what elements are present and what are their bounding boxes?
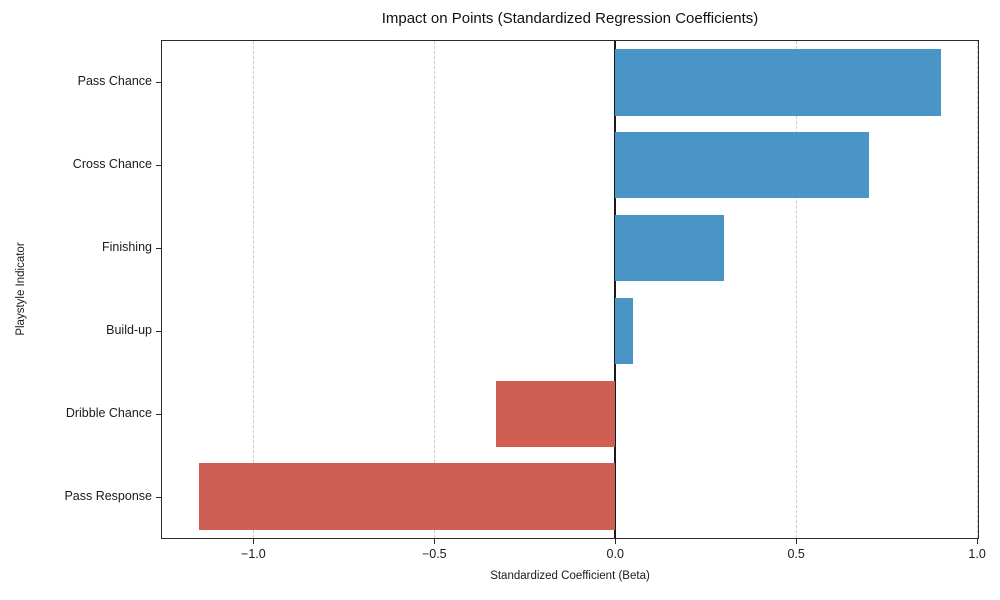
plot-area xyxy=(161,40,979,539)
y-axis-label: Playstyle Indicator xyxy=(15,242,27,336)
gridline-x-3 xyxy=(796,41,798,538)
chart-title: Impact on Points (Standardized Regressio… xyxy=(381,10,759,27)
x-tick-label-0: −1.0 xyxy=(241,547,266,561)
bar-build-up xyxy=(615,297,634,365)
y-tick-mark-0 xyxy=(156,82,161,84)
x-tick-mark-0 xyxy=(253,539,255,544)
gridline-x-1 xyxy=(434,41,436,538)
y-tick-mark-5 xyxy=(156,496,161,498)
x-axis-label: Standardized Coefficient (Beta) xyxy=(490,570,650,582)
x-tick-label-4: 1.0 xyxy=(968,547,986,561)
bar-dribble-chance xyxy=(495,380,616,447)
bar-pass-chance xyxy=(615,49,941,116)
y-tick-label-pass-response: Pass Response xyxy=(64,488,152,503)
y-tick-label-dribble-chance: Dribble Chance xyxy=(65,405,152,420)
x-tick-label-2: 0.0 xyxy=(606,547,624,561)
gridline-x-0 xyxy=(253,41,255,538)
y-tick-label-pass-chance: Pass Chance xyxy=(77,74,152,89)
zero-line xyxy=(614,41,617,538)
bar-pass-response xyxy=(199,463,616,530)
y-tick-mark-2 xyxy=(156,248,161,250)
x-tick-mark-3 xyxy=(796,539,798,544)
y-tick-label-finishing: Finishing xyxy=(101,240,152,255)
y-tick-mark-1 xyxy=(156,165,161,167)
x-tick-mark-1 xyxy=(434,539,436,544)
bar-finishing xyxy=(615,214,724,282)
y-tick-mark-3 xyxy=(156,330,161,332)
y-tick-label-cross-chance: Cross Chance xyxy=(72,157,152,172)
x-tick-label-3: 0.5 xyxy=(787,547,805,561)
x-tick-mark-4 xyxy=(977,539,979,544)
y-tick-label-build-up: Build-up xyxy=(106,322,152,337)
y-tick-mark-4 xyxy=(156,413,161,415)
x-tick-mark-2 xyxy=(615,539,617,544)
bar-cross-chance xyxy=(615,132,869,199)
gridline-x-4 xyxy=(977,41,979,538)
x-tick-label-1: −0.5 xyxy=(421,547,447,561)
